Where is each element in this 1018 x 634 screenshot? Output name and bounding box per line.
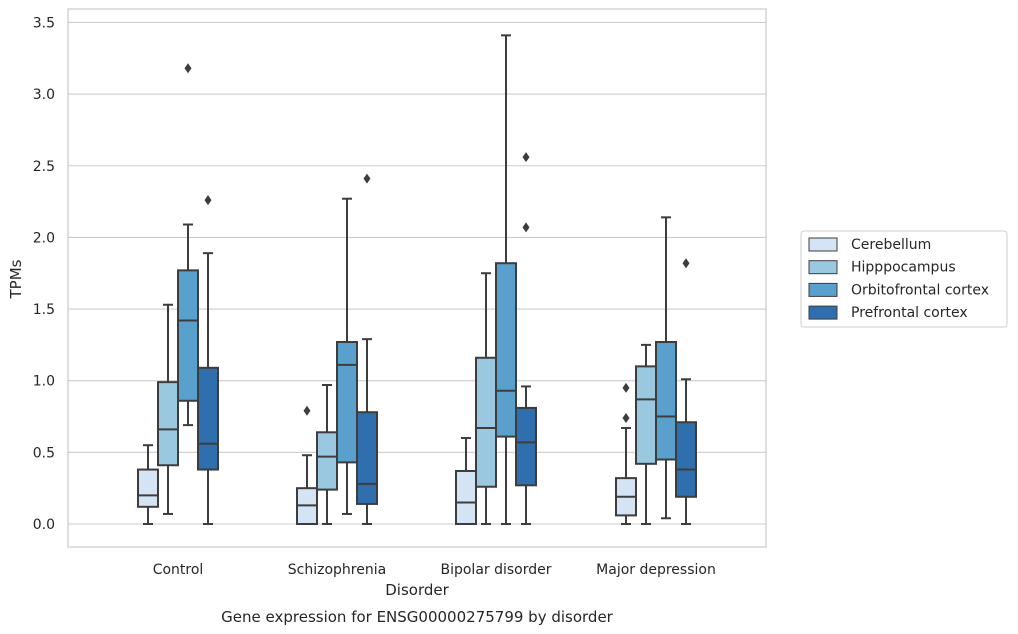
iqr-box — [495, 262, 517, 438]
outlier-point — [204, 195, 212, 206]
box-orbitofrontal-cortex — [177, 63, 199, 427]
legend-swatch — [808, 305, 838, 320]
iqr-box — [515, 406, 537, 487]
y-tick-label: 2.5 — [33, 159, 55, 175]
y-tick-label: 3.0 — [33, 87, 55, 103]
box-hipppocampus — [635, 343, 657, 525]
legend-swatch — [808, 260, 838, 275]
outlier-point — [363, 173, 371, 184]
x-tick-label: Bipolar disorder — [440, 562, 551, 578]
legend-label: Prefrontal cortex — [851, 305, 968, 321]
y-axis-ticks: 0.0 0.5 1.0 1.5 2.0 2.5 3.0 3.5 — [33, 15, 55, 533]
box-cerebellum — [137, 444, 159, 525]
legend: Cerebellum Hipppocampus Orbitofrontal cort… — [800, 230, 1008, 328]
x-tick-label: Schizophrenia — [288, 562, 386, 578]
iqr-box — [197, 366, 219, 471]
iqr-box — [635, 365, 657, 465]
box-orbitofrontal-cortex — [495, 34, 517, 525]
outlier-point — [184, 63, 192, 74]
y-tick-label: 0.5 — [33, 445, 55, 461]
iqr-box — [177, 269, 199, 402]
box-hipppocampus — [316, 383, 338, 525]
legend-swatch — [808, 282, 838, 297]
legend-label: Orbitofrontal cortex — [851, 282, 989, 298]
box-prefrontal-cortex — [515, 152, 537, 525]
y-tick-label: 0.0 — [33, 517, 55, 533]
y-tick-label: 1.0 — [33, 374, 55, 390]
outlier-point — [622, 382, 630, 393]
outlier-point — [303, 405, 311, 416]
legend-swatch — [808, 237, 838, 252]
y-tick-label: 1.5 — [33, 302, 55, 318]
iqr-box — [157, 381, 179, 467]
x-axis-ticks: Control Schizophrenia Bipolar disorder Majo… — [153, 562, 716, 578]
legend-frame — [800, 230, 1008, 328]
iqr-box — [356, 411, 378, 505]
chart-title: Gene expression for ENSG00000275799 by d… — [221, 608, 614, 626]
box-orbitofrontal-cortex — [655, 216, 677, 520]
outlier-point — [682, 258, 690, 269]
y-tick-label: 3.5 — [33, 15, 55, 31]
iqr-box — [475, 356, 497, 488]
box-orbitofrontal-cortex — [336, 197, 358, 515]
boxes — [137, 34, 697, 526]
iqr-box — [655, 341, 677, 461]
iqr-box — [455, 469, 477, 526]
box-cerebellum — [455, 437, 477, 526]
y-tick-label: 2.0 — [33, 230, 55, 246]
x-tick-label: Control — [153, 562, 204, 578]
legend-label: Hipppocampus — [851, 260, 956, 276]
box-prefrontal-cortex — [356, 173, 378, 525]
iqr-box — [336, 341, 358, 464]
iqr-box — [316, 431, 338, 491]
box-prefrontal-cortex — [197, 195, 219, 525]
legend-label: Cerebellum — [851, 237, 931, 253]
box-prefrontal-cortex — [675, 258, 697, 525]
outlier-point — [622, 412, 630, 423]
iqr-box — [137, 468, 159, 508]
x-tick-label: Major depression — [596, 562, 716, 578]
box-cerebellum — [615, 382, 637, 525]
box-cerebellum — [296, 405, 318, 525]
outlier-point — [522, 152, 530, 163]
outlier-point — [522, 222, 530, 233]
plot-area-frame — [67, 8, 767, 548]
x-axis-label: Disorder — [385, 581, 449, 599]
iqr-box — [675, 421, 697, 498]
box-hipppocampus — [157, 303, 179, 515]
box-hipppocampus — [475, 272, 497, 525]
y-axis-label: TPMs — [7, 259, 25, 299]
